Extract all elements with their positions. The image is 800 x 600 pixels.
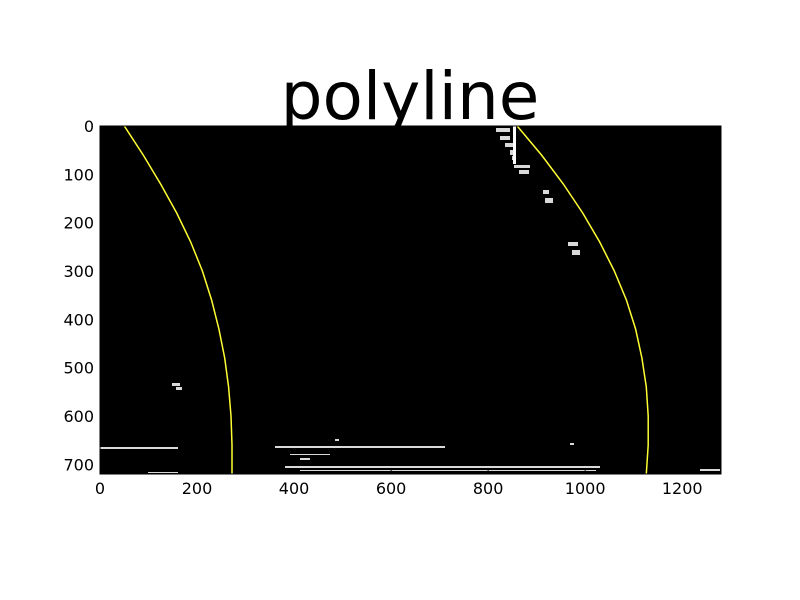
pixel-fragment	[505, 143, 513, 147]
y-tick-label: 300	[63, 262, 94, 281]
x-tick-label: 400	[279, 479, 310, 498]
lane-pixels	[100, 126, 720, 473]
pixel-fragment	[496, 128, 510, 132]
y-tick-label: 100	[63, 165, 94, 184]
x-tick-label: 1200	[662, 479, 703, 498]
pixel-fragment	[290, 454, 330, 455]
pixel-fragment	[543, 190, 549, 194]
x-tick-label: 600	[376, 479, 407, 498]
x-tick-label: 0	[95, 479, 105, 498]
fitted-lines	[123, 125, 649, 475]
pixel-fragment	[500, 136, 510, 140]
x-tick-label: 800	[473, 479, 504, 498]
x-tick-label: 1000	[565, 479, 606, 498]
pixel-fragment	[335, 439, 339, 441]
pixel-fragment	[700, 469, 720, 471]
pixel-fragment	[570, 443, 574, 445]
pixel-fragment	[568, 242, 578, 246]
pixel-fragment	[148, 472, 178, 473]
y-tick-label: 700	[63, 455, 94, 474]
pixel-fragment	[572, 250, 580, 255]
y-tick-label: 200	[63, 214, 94, 233]
pixel-fragment	[275, 446, 445, 448]
pixel-fragment	[100, 447, 178, 449]
y-tick-label: 600	[63, 407, 94, 426]
x-axis: 0 200 400 600 800 1000 1200	[95, 469, 703, 498]
pixel-fragment	[176, 387, 182, 390]
y-tick-label: 500	[63, 359, 94, 378]
pixel-fragment	[519, 170, 529, 174]
pixel-fragment	[300, 470, 596, 471]
pixel-fragment	[300, 458, 310, 460]
x-tick-label: 200	[182, 479, 213, 498]
pixel-fragment	[514, 165, 530, 168]
pixel-fragment	[172, 383, 180, 386]
y-tick-label: 0	[84, 117, 94, 136]
y-axis: 0 100 200 300 400 500 600 700	[63, 117, 105, 474]
plot-frame	[99, 125, 722, 475]
plot-area	[100, 126, 721, 474]
pixel-fragment	[285, 466, 600, 468]
y-tick-label: 400	[63, 310, 94, 329]
series-line-1	[123, 125, 233, 474]
pixel-fragment	[513, 126, 516, 164]
pixel-fragment	[545, 198, 553, 203]
chart-title: polyline	[281, 58, 540, 135]
series-line-2	[516, 125, 649, 475]
